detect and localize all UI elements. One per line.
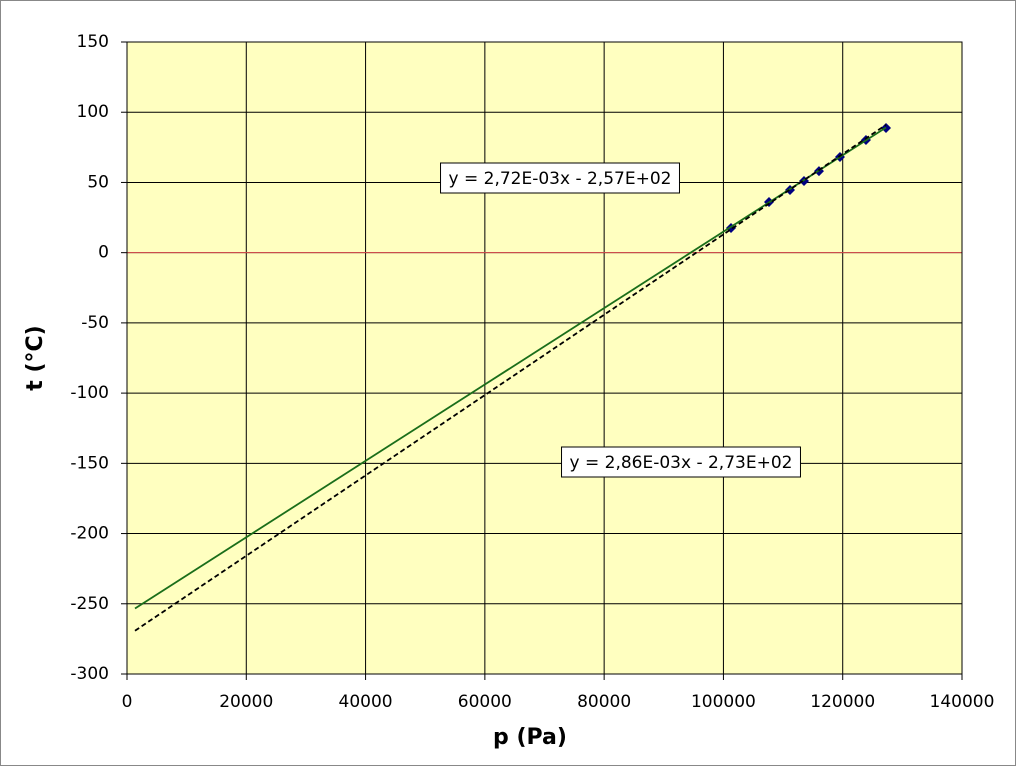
annotation: y = 2,72E-03x - 2,57E+02 [449, 169, 672, 189]
y-tick-label: 50 [87, 172, 109, 192]
annotation: y = 2,86E-03x - 2,73E+02 [570, 453, 793, 473]
x-tick-label: 60000 [458, 692, 512, 712]
y-tick-label: -50 [81, 313, 109, 333]
trend-line [134, 124, 887, 632]
y-tick-label: -250 [70, 594, 109, 614]
y-tick-label: 0 [98, 243, 109, 263]
x-tick-label: 20000 [219, 692, 273, 712]
x-tick-label: 140000 [930, 692, 995, 712]
y-tick-label: -150 [70, 453, 109, 473]
annotation-box [440, 162, 680, 194]
x-tick-label: 0 [122, 692, 133, 712]
x-axis-label: p (Pa) [493, 725, 567, 750]
annotation-box [561, 446, 801, 478]
y-tick-label: 100 [77, 102, 109, 122]
plot-background [127, 42, 962, 674]
y-axis-label: t (°C) [23, 325, 48, 390]
y-tick-label: 150 [77, 32, 109, 52]
x-tick-label: 100000 [691, 692, 756, 712]
y-tick-label: -100 [70, 383, 109, 403]
plot-border [126, 41, 963, 675]
trend-line [134, 126, 887, 610]
x-tick-label: 120000 [810, 692, 875, 712]
y-tick-label: -300 [70, 664, 109, 684]
y-tick-label: -200 [70, 524, 109, 544]
x-tick-label: 40000 [339, 692, 393, 712]
x-tick-label: 80000 [577, 692, 631, 712]
